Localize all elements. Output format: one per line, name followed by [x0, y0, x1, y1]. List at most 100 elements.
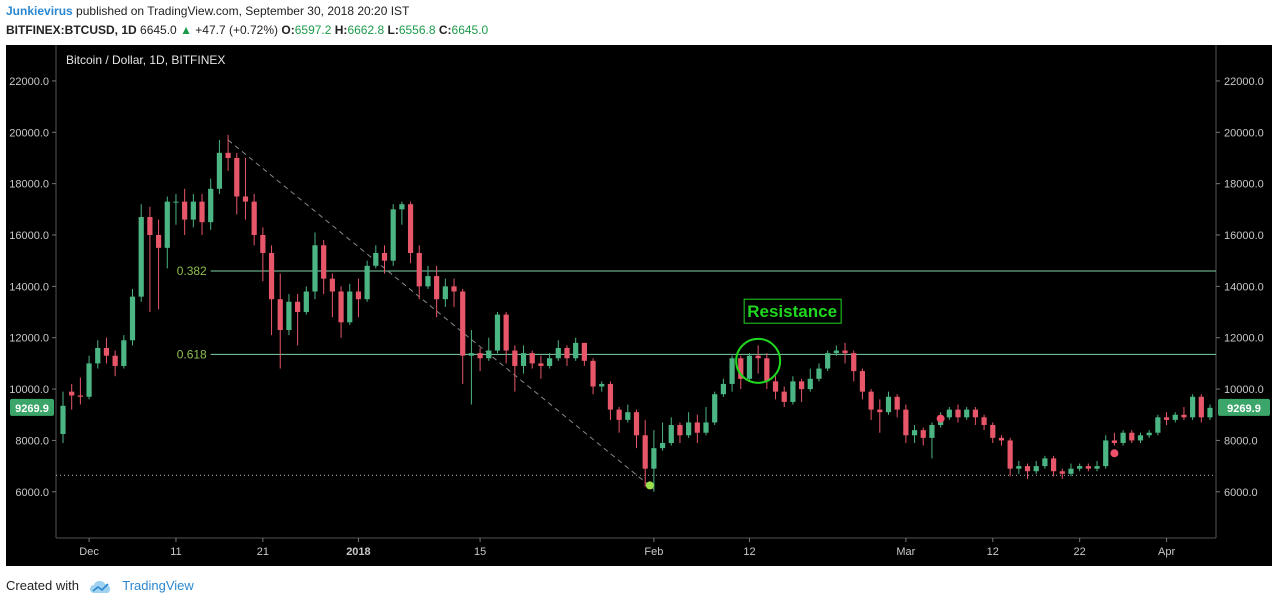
y-tick-label-right: 20000.0 [1224, 127, 1264, 139]
candle-body [190, 201, 196, 220]
x-tick-label: 12 [743, 546, 755, 558]
candle-body [564, 347, 570, 359]
pivot-marker-dot [1110, 449, 1119, 458]
change-value: +47.7 (+0.72%) [195, 23, 279, 37]
candle-body [60, 405, 66, 435]
candle-body [364, 265, 370, 300]
y-tick-label-left: 20000.0 [9, 127, 49, 139]
pivot-marker-dot [936, 414, 945, 423]
candle-body [546, 358, 553, 366]
published-text: published on TradingView.com, September … [76, 4, 410, 18]
candle-body [95, 347, 101, 364]
candle-body [69, 391, 75, 396]
candle-body [816, 368, 822, 379]
candle-body [851, 353, 857, 372]
candle-body [712, 394, 718, 423]
candle-body [911, 430, 918, 436]
candle-body [503, 314, 509, 351]
candle-body [764, 358, 770, 382]
candle-body [1016, 466, 1022, 469]
candle-body [616, 409, 622, 420]
candle-body [442, 286, 448, 300]
candle-body [659, 442, 666, 449]
candle-body [251, 201, 257, 236]
candle-body [303, 291, 309, 313]
tradingview-link[interactable]: TradingView [122, 578, 194, 593]
candle-body [173, 201, 179, 203]
candle-body [1103, 440, 1109, 467]
y-tick-label-left: 14000.0 [9, 281, 49, 293]
candle-body [607, 383, 614, 410]
chart-area[interactable]: 6000.0 6000.0 8000.0 8000.0 10000.0 10000.0 12… [6, 45, 1272, 566]
candle-body [355, 291, 362, 300]
close-label: C: [438, 23, 452, 37]
candle-body [460, 291, 466, 356]
candle-body [1207, 407, 1213, 418]
candle-body [529, 353, 535, 364]
candle-body [121, 340, 127, 366]
candle-body [590, 360, 596, 387]
candle-body [625, 412, 631, 420]
candle-body [520, 353, 527, 366]
y-tick-label-left: 10000.0 [9, 384, 49, 396]
candle-body [573, 342, 579, 359]
candle-body [825, 353, 831, 369]
candle-body [868, 391, 874, 410]
y-tick-label-right: 16000.0 [1224, 230, 1264, 242]
created-with-text: Created with [6, 578, 79, 593]
candle-body [668, 425, 674, 443]
candle-body [381, 252, 388, 261]
candle-body [182, 201, 188, 220]
x-tick-label: Feb [644, 546, 663, 558]
candle-body [494, 314, 501, 351]
candle-body [990, 425, 996, 438]
candle-body [1198, 396, 1204, 418]
candle-body [581, 342, 587, 361]
candle-body [651, 448, 657, 469]
candle-body [260, 235, 266, 253]
candle-body [77, 395, 83, 397]
candle-body [955, 409, 961, 418]
candle-body [807, 378, 813, 390]
candle-body [998, 437, 1005, 441]
candle-body [338, 291, 344, 323]
candle-body [1137, 435, 1144, 441]
author-link[interactable]: Junkievirus [6, 4, 73, 18]
candle-body [677, 425, 683, 436]
candle-body [486, 350, 492, 359]
candle-body [1033, 466, 1039, 472]
candle-body [790, 381, 796, 402]
candle-body [86, 363, 92, 397]
y-tick-label-right: 10000.0 [1224, 384, 1264, 396]
candle-body [477, 353, 483, 359]
candle-body [268, 252, 275, 300]
candle-body [1190, 396, 1196, 418]
x-tick-label: Dec [79, 546, 99, 558]
y-tick-label-right: 6000.0 [1224, 487, 1258, 499]
candle-body [1085, 466, 1091, 469]
x-tick-label: Mar [896, 546, 915, 558]
y-tick-label-right: 12000.0 [1224, 333, 1264, 345]
candle-body [1068, 468, 1074, 474]
resistance-annotation-text: Resistance [747, 302, 837, 321]
x-tick-label: 12 [987, 546, 999, 558]
candle-body [1111, 440, 1118, 443]
candle-body [373, 252, 379, 266]
candle-body [295, 301, 301, 313]
resistance-circle [735, 337, 782, 384]
candle-body [981, 417, 987, 426]
candle-body [208, 188, 214, 223]
candle-body [703, 422, 709, 433]
price-label-box-left [10, 398, 54, 416]
footer: Created with TradingView [6, 578, 194, 594]
x-tick-label: 22 [1074, 546, 1086, 558]
candle-body [920, 430, 926, 438]
x-tick-label: 21 [257, 546, 269, 558]
open-label: O: [281, 23, 295, 37]
x-tick-label: 15 [474, 546, 486, 558]
candle-body [903, 409, 909, 436]
candle-body [1024, 466, 1031, 472]
candlestick-chart[interactable]: 6000.0 6000.0 8000.0 8000.0 10000.0 10000.0 12… [6, 45, 1272, 566]
y-tick-label-right: 8000.0 [1224, 435, 1258, 447]
x-tick-label: 11 [170, 546, 181, 558]
